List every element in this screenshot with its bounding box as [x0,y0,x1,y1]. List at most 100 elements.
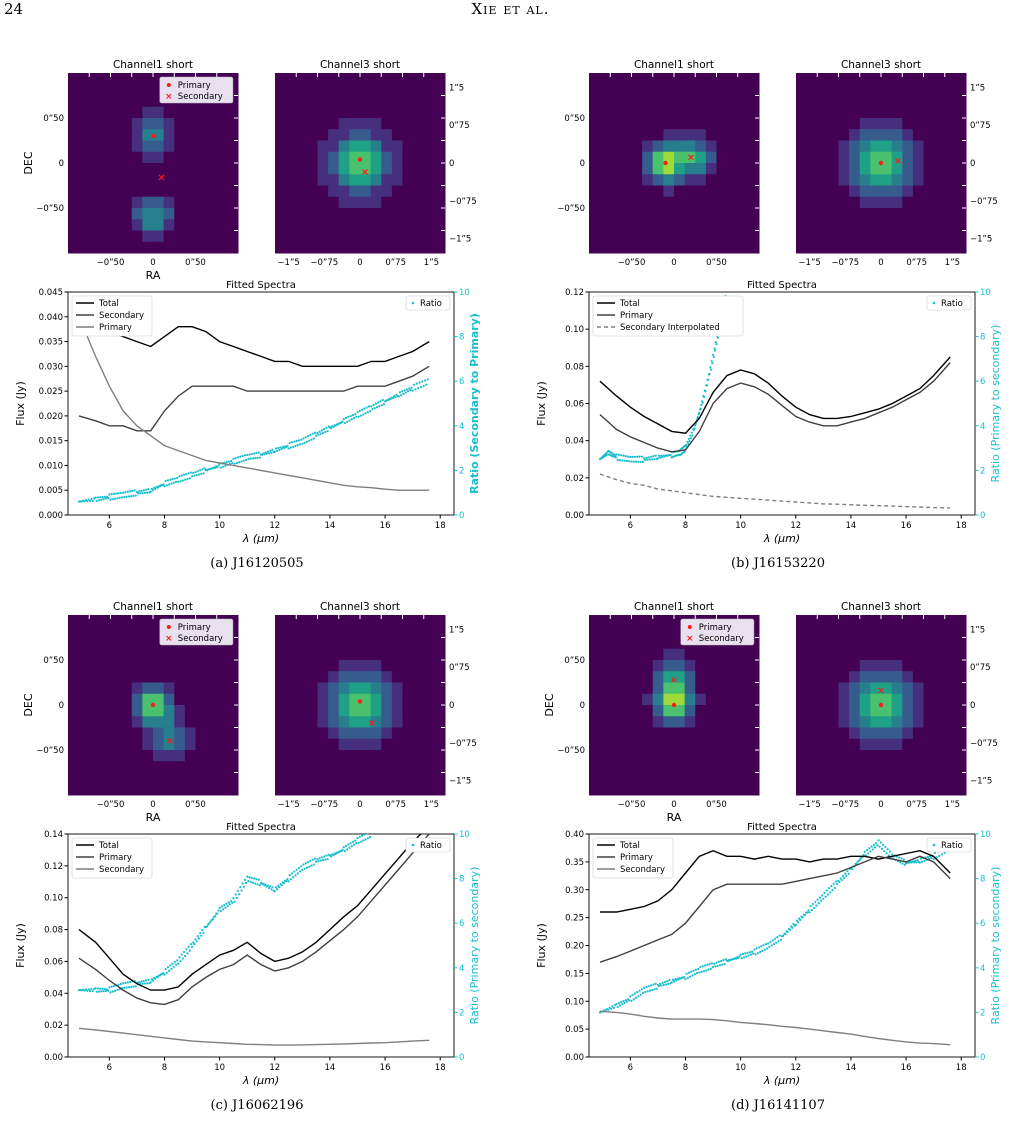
image-pixel [642,196,654,209]
ratio-point [380,404,383,407]
ratio-point [111,498,114,501]
x-tick-label: 16 [380,521,391,531]
image-pixel [796,716,808,728]
image-pixel [849,185,861,198]
image-pixel [402,671,414,683]
ratio-point [836,882,839,886]
image-pixel [944,151,956,164]
image-pixel [859,129,871,141]
image-pixel [360,750,372,762]
image-pixel [285,241,297,254]
ratio-point [640,455,643,458]
image-pixel [891,772,903,785]
image-pixel [631,129,643,141]
ratio-point [112,984,116,988]
image-pixel [391,174,403,186]
image-pixel [68,163,80,175]
y2-tick-label: 4 [980,422,985,432]
image-pixel [434,140,446,153]
ratio-point [302,437,305,440]
x-tick-label: 6 [107,521,112,531]
image-pixel [195,648,207,661]
image-pixel [360,705,372,717]
ratio-point [640,988,643,991]
image-pixel [216,671,228,683]
ratio-point [921,860,924,863]
image-pixel [695,208,707,220]
image-pixel [827,660,839,672]
image-pixel [328,230,340,243]
secondary-marker: × [361,167,369,178]
image-pixel [317,241,329,254]
ratio-point [716,336,719,339]
image-pixel [227,129,239,141]
image-pixel [391,140,403,153]
caption-a: (a) J16120505 [210,556,304,571]
image-pixel [934,140,946,153]
image-pixel [402,727,414,740]
image-pixel [413,95,425,108]
image-pixel [163,671,175,683]
image-pixel [360,783,372,796]
image-pixel [402,95,414,108]
ratio-point [318,857,321,860]
image-pixel [881,761,893,773]
image-pixel [796,626,808,638]
image-pixel [216,693,228,706]
image-pixel [716,208,728,220]
image-pixel [163,230,175,243]
legend-label: Secondary [99,311,144,321]
image-pixel [131,738,143,751]
image-pixel [391,738,403,751]
image-pixel [216,772,228,785]
ratio-point [803,913,807,917]
image-pixel [131,163,143,175]
image-pixel [142,185,154,198]
ratio-point [932,857,935,861]
image-pixel [684,118,696,130]
y2-tick-label: 8 [459,875,464,885]
image-pixel [142,738,154,751]
y-tick-label: 0.02 [44,1021,63,1031]
image-pixel [89,118,101,130]
image-pixel [652,118,664,130]
ratio-point [138,981,141,984]
image-pixel [631,738,643,751]
ratio-point [180,474,183,477]
image-pixel [589,95,601,108]
image-pixel [923,671,935,683]
image-pixel [275,196,287,209]
ratio-point [329,427,333,430]
image-pixel [849,716,861,728]
image-pixel [716,95,728,108]
image-pixel [131,660,143,672]
image-pixel [620,196,632,209]
image-pixel [737,129,749,141]
ra-tick-label: 0”50 [185,258,206,268]
ratio-point [165,484,168,487]
image-pixel [153,615,165,627]
image-pixel [317,626,329,638]
image-pixel [142,241,154,254]
ratio-point [352,416,356,420]
image-pixel [153,118,165,130]
image-pixel [663,648,675,661]
image-pixel [142,163,154,175]
image-pixel [131,693,143,706]
image-pixel [631,95,643,108]
image-pixel [912,219,924,231]
image-pixel [153,140,165,153]
image-pixel [727,73,739,85]
y2-tick-label: 10 [459,830,470,840]
image-pixel [891,208,903,220]
image-pixel [391,95,403,108]
image-pixel [174,151,186,164]
ratio-point [916,859,919,862]
image-pixel [748,73,760,85]
image-pixel [110,196,122,209]
image-pixel [599,615,611,627]
image-pixel [349,783,361,796]
ratio-point [845,874,848,877]
dec-tick-label-right: −0”75 [970,739,998,749]
image-pixel [121,219,133,231]
